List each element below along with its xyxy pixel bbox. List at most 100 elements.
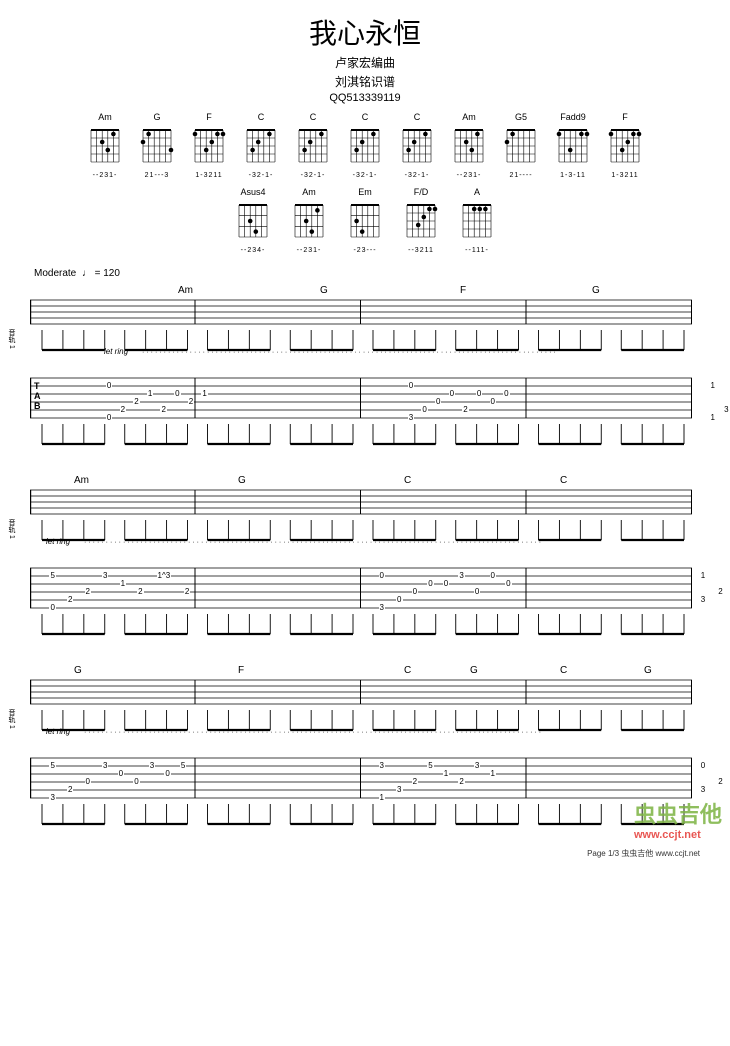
tab-fret: 2 xyxy=(133,397,139,406)
chord-fingering: --231- xyxy=(457,172,482,179)
chord-grid xyxy=(608,124,642,171)
tab-fret: 1 xyxy=(710,413,716,422)
chord-fingering: -23--- xyxy=(353,247,376,254)
chord-diagram: Am --231- xyxy=(88,112,122,179)
chord-diagram: C -32-1- xyxy=(348,112,382,179)
chord-diagram: Em -23--- xyxy=(348,187,382,254)
chord-diagram: F 1-3211 xyxy=(192,112,226,179)
stave-svg xyxy=(30,679,692,705)
chord-diagram: Fadd9 1-3-11 xyxy=(556,112,590,179)
tab-fret: 3 xyxy=(458,571,464,580)
let-ring: let ring xyxy=(46,727,70,736)
tab-fret: 2 xyxy=(188,397,194,406)
chord-diagram: Am --231- xyxy=(452,112,486,179)
chord-name: C xyxy=(310,112,317,122)
chord-diagram: F/D --3211 xyxy=(404,187,438,254)
system: GFCGCG音轨 1let ring······················… xyxy=(30,665,700,833)
chord-fingering: -32-1- xyxy=(301,172,326,179)
tab-fret: 3 xyxy=(379,761,385,770)
chord-fingering: -32-1- xyxy=(249,172,274,179)
tab-fret: 0 xyxy=(421,405,427,414)
tempo-marking: ♩ = 120 xyxy=(82,268,120,279)
chord-fingering: --231- xyxy=(297,247,322,254)
chord-grid xyxy=(140,124,174,171)
tab-fret: 0 xyxy=(133,777,139,786)
tab-fret: 3 xyxy=(700,595,706,604)
tab-fret: 3 xyxy=(102,571,108,580)
tab-fret: 0 xyxy=(164,769,170,778)
tab-fret: 5 xyxy=(49,761,55,770)
tab-fret: 3 xyxy=(474,761,480,770)
chord-diagram: C -32-1- xyxy=(400,112,434,179)
let-ring-dots: ········································… xyxy=(142,349,558,356)
watermark-brand: 虫虫吉他 xyxy=(634,802,722,827)
chord-row: Asus4 --234-Am --231-Em -23---F/D --3211… xyxy=(30,187,700,254)
tab-fret: 2 xyxy=(458,777,464,786)
chord-grid xyxy=(556,124,590,171)
chord-grid-svg xyxy=(460,199,494,241)
tab-fret: 2 xyxy=(184,587,190,596)
notation-staff xyxy=(30,679,700,710)
system-body: 音轨 1let ring····························… xyxy=(30,299,700,453)
header: 我心永恒 卢家宏编曲 刘淇铭识谱 QQ513339119 xyxy=(30,12,700,104)
chord-grid xyxy=(88,124,122,171)
let-ring-dots: ········································… xyxy=(84,729,543,736)
chord-fingering: --234- xyxy=(241,247,266,254)
chord-grid-svg xyxy=(608,124,642,166)
tab-fret: 1 xyxy=(700,571,706,580)
chord-diagram: G 21---3 xyxy=(140,112,174,179)
tab-fret: 1^3 xyxy=(157,571,172,580)
chord-grid xyxy=(404,199,438,246)
chord-mark: G xyxy=(320,285,328,296)
chord-row: Am --231-G 21---3F 1-3211C -32-1-C -32-1… xyxy=(30,112,700,179)
chord-mark: F xyxy=(460,285,466,296)
chord-fingering: 21---- xyxy=(509,172,532,179)
chord-name: Am xyxy=(462,112,476,122)
chord-fingering: -32-1- xyxy=(353,172,378,179)
tab-fret: 5 xyxy=(180,761,186,770)
tab-clef: TAB xyxy=(34,381,41,411)
chord-mark: Am xyxy=(178,285,193,296)
tab-fret: 3 xyxy=(49,793,55,802)
chord-name: G xyxy=(153,112,160,122)
chord-grid-svg xyxy=(556,124,590,166)
track-label: 音轨 1 xyxy=(6,329,16,349)
tab-fret: 3 xyxy=(700,785,706,794)
chord-name: F xyxy=(622,112,628,122)
chord-grid-svg xyxy=(244,124,278,166)
chord-name: C xyxy=(362,112,369,122)
chord-mark: G xyxy=(74,665,82,676)
chord-name: Asus4 xyxy=(240,187,265,197)
chord-fingering: 1-3211 xyxy=(611,172,638,179)
chord-marks: GFCGCG xyxy=(30,665,700,679)
tab-fret: 0 xyxy=(412,587,418,596)
tab-fret: 0 xyxy=(449,389,455,398)
tab-fret: 5 xyxy=(49,571,55,580)
let-ring: let ring xyxy=(46,537,70,546)
tab-fret: 0 xyxy=(85,777,91,786)
tab-fret: 1 xyxy=(147,389,153,398)
tab-fret: 0 xyxy=(427,579,433,588)
chord-grid-svg xyxy=(452,124,486,166)
tab-fret: 3 xyxy=(408,413,414,422)
tab-fret: 1 xyxy=(120,579,126,588)
tab-fret: 3 xyxy=(723,405,729,414)
stave-svg xyxy=(30,757,692,799)
chord-grid-svg xyxy=(400,124,434,166)
let-ring-dots: ········································… xyxy=(84,539,543,546)
chord-grid xyxy=(504,124,538,171)
tab-fret: 0 xyxy=(396,595,402,604)
tab-staff: TAB002212021300002000113213121300000003 xyxy=(30,377,700,424)
tab-fret: 0 xyxy=(443,579,449,588)
system-body: 音轨 1let ring····························… xyxy=(30,489,700,643)
tab-fret: 0 xyxy=(505,579,511,588)
chord-mark: C xyxy=(404,665,411,676)
tab-staff: 50223121^3203000030001320020120320120003 xyxy=(30,567,700,614)
tab-fret: 0 xyxy=(118,769,124,778)
chord-mark: C xyxy=(560,475,567,486)
chord-grid xyxy=(348,199,382,246)
tab-fret: 0 xyxy=(174,389,180,398)
chord-mark: Am xyxy=(74,475,89,486)
tempo-label: Moderate xyxy=(34,268,76,279)
tab-fret: 0 xyxy=(379,571,385,580)
